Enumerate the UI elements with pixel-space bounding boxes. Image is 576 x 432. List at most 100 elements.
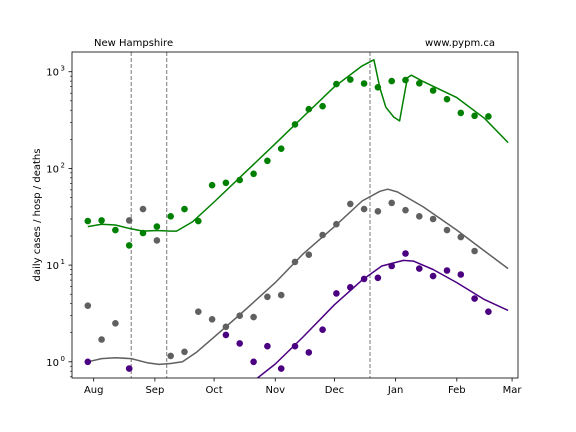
y-tick-exponent: 2: [61, 161, 65, 169]
data-point-2: [264, 342, 271, 350]
data-point-2: [222, 331, 230, 339]
source-label: www.pypm.ca: [425, 38, 495, 49]
x-tick-label: Nov: [265, 385, 285, 396]
model-curve-2: [257, 259, 509, 378]
model-curves: [87, 59, 509, 378]
data-point-0: [347, 76, 354, 83]
data-point-0: [305, 105, 313, 113]
data-point-1: [388, 199, 396, 207]
data-point-0: [319, 102, 326, 110]
data-point-0: [264, 157, 271, 165]
data-point-0: [139, 229, 147, 237]
data-point-1: [112, 320, 119, 327]
data-point-0: [360, 80, 368, 87]
x-tick-label: Jan: [387, 385, 403, 396]
data-point-0: [236, 176, 243, 184]
data-point-1: [402, 206, 409, 214]
data-point-1: [222, 323, 230, 331]
y-tick-exponent: 1: [61, 258, 65, 266]
data-point-1: [250, 313, 257, 321]
data-point-2: [347, 284, 354, 291]
data-point-0: [98, 217, 105, 224]
data-point-2: [291, 342, 299, 350]
data-point-2: [416, 265, 423, 272]
data-point-0: [374, 84, 382, 91]
data-point-1: [443, 226, 451, 234]
data-point-1: [181, 348, 188, 356]
x-tick-label: Oct: [205, 385, 222, 396]
data-point-1: [333, 220, 340, 228]
y-tick-exponent: 0: [61, 355, 65, 363]
data-point-1: [125, 217, 133, 224]
data-point-1: [291, 258, 299, 266]
y-tick-exponent: 3: [61, 65, 65, 73]
data-point-2: [471, 295, 478, 302]
data-point-0: [167, 213, 174, 220]
data-point-1: [471, 247, 478, 255]
y-tick-label: 10: [46, 68, 59, 79]
data-point-0: [485, 113, 492, 120]
data-point-1: [264, 293, 271, 301]
y-tick-label: 10: [46, 358, 59, 369]
data-point-2: [429, 272, 437, 280]
data-point-0: [471, 112, 478, 120]
data-point-0: [416, 80, 423, 87]
data-point-2: [277, 365, 285, 372]
data-point-0: [250, 170, 257, 178]
data-point-0: [429, 87, 437, 94]
data-point-0: [208, 181, 216, 189]
y-axis-label: daily cases / hosp / deaths: [32, 149, 43, 282]
x-tick-label: Sep: [145, 385, 164, 396]
data-point-2: [374, 274, 382, 282]
data-point-1: [98, 336, 105, 343]
data-point-0: [195, 217, 202, 225]
data-point-2: [485, 308, 492, 316]
x-axis: Aug Sep Oct Nov Dec Jan Feb Mar: [84, 378, 522, 396]
data-point-2: [457, 271, 465, 278]
data-point-0: [112, 226, 119, 234]
data-point-1: [347, 200, 354, 208]
data-point-1: [153, 237, 161, 244]
data-points: [84, 76, 492, 372]
data-point-0: [291, 121, 299, 128]
y-tick-label: 10: [46, 261, 59, 272]
data-point-1: [360, 205, 368, 213]
data-point-0: [402, 76, 409, 84]
x-tick-label: Dec: [325, 385, 344, 396]
data-point-2: [305, 349, 313, 356]
data-point-0: [443, 95, 451, 103]
data-point-1: [208, 316, 216, 323]
y-tick-label: 10: [46, 164, 59, 175]
x-tick-label: Aug: [84, 385, 104, 396]
plot-frame: [71, 51, 519, 379]
data-point-2: [402, 250, 409, 257]
x-tick-label: Mar: [503, 385, 523, 396]
data-point-1: [429, 215, 437, 223]
region-label: New Hampshire: [94, 38, 173, 49]
data-point-0: [388, 77, 396, 85]
data-point-0: [333, 80, 340, 88]
model-curve-0: [87, 59, 509, 232]
data-point-1: [139, 205, 147, 213]
data-point-2: [125, 365, 133, 372]
data-point-1: [277, 291, 285, 299]
data-point-2: [250, 358, 257, 366]
model-curve-1: [87, 188, 509, 366]
data-point-1: [319, 231, 326, 239]
data-point-1: [305, 251, 313, 258]
event-lines: [130, 52, 371, 378]
data-point-2: [360, 275, 368, 283]
data-point-1: [167, 352, 174, 360]
data-point-0: [181, 205, 188, 213]
data-point-2: [333, 290, 340, 297]
data-point-1: [374, 208, 382, 215]
data-point-1: [236, 312, 243, 320]
data-point-1: [195, 308, 202, 316]
data-point-2: [236, 340, 243, 347]
x-tick-label: Feb: [448, 385, 466, 396]
data-point-0: [277, 145, 285, 152]
data-point-0: [84, 217, 92, 225]
data-point-1: [457, 233, 465, 241]
